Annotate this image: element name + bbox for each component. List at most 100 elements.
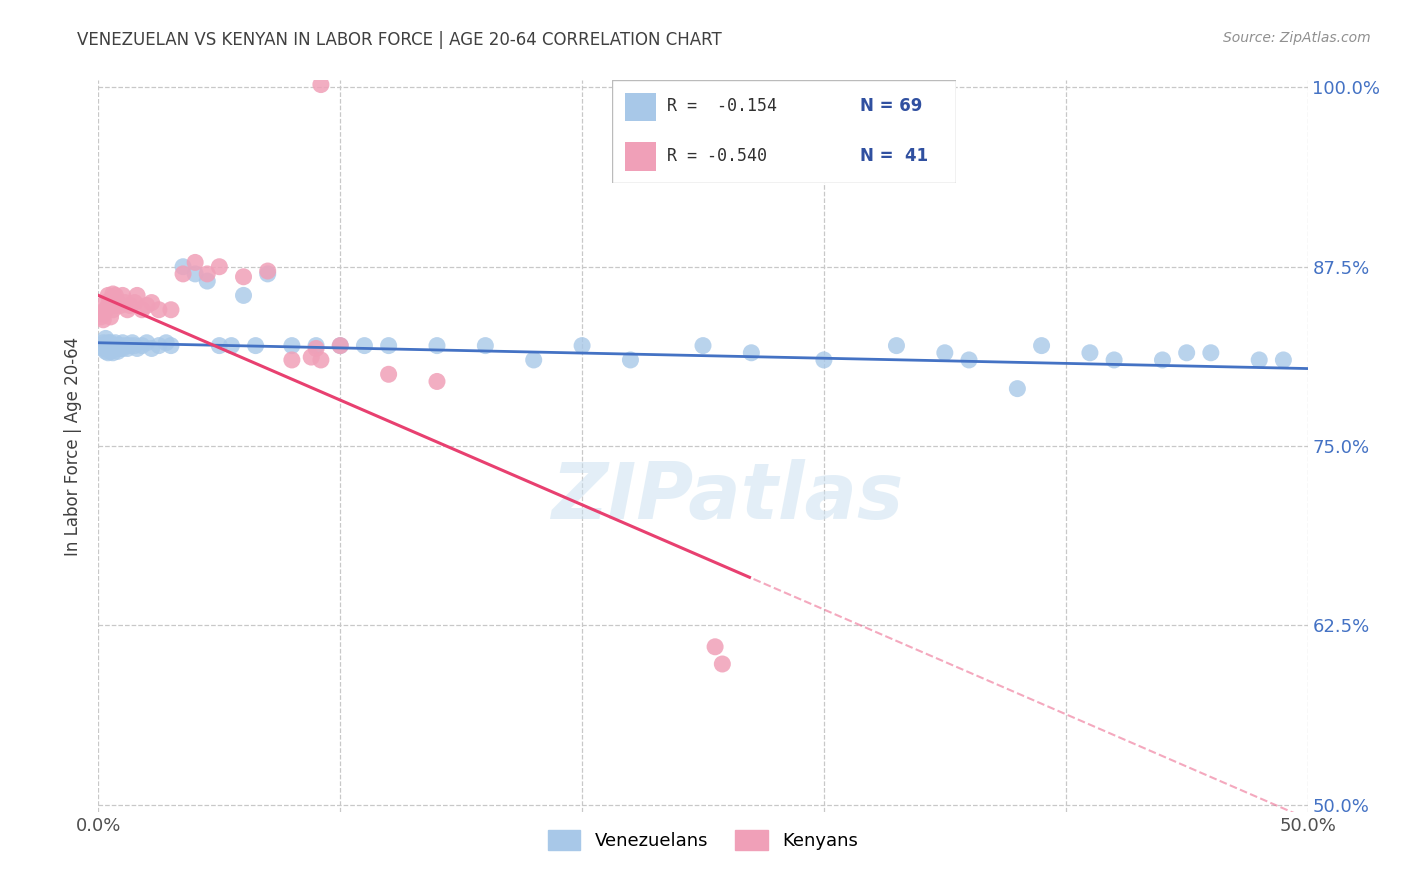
Text: N =  41: N = 41 — [859, 146, 928, 165]
Point — [1272, 353, 1295, 368]
Point — [94, 302, 117, 317]
Point — [155, 335, 177, 350]
Point — [114, 338, 136, 352]
Point — [1031, 338, 1053, 352]
Point — [97, 335, 120, 350]
Point — [111, 288, 134, 302]
Point — [118, 298, 141, 312]
Point — [104, 288, 127, 302]
Point — [108, 298, 131, 312]
Point — [329, 338, 352, 352]
Point — [100, 293, 122, 307]
Point — [90, 310, 112, 324]
Point — [91, 342, 114, 356]
Point — [118, 338, 141, 352]
Point — [135, 298, 157, 312]
Point — [195, 267, 218, 281]
Bar — [626, 93, 657, 121]
Point — [111, 342, 134, 356]
Point — [474, 338, 496, 352]
Point — [111, 335, 134, 350]
Point — [101, 345, 124, 359]
Point — [148, 338, 170, 352]
Point — [426, 375, 449, 389]
Text: N = 69: N = 69 — [859, 97, 922, 115]
Point — [305, 342, 328, 356]
Point — [121, 335, 143, 350]
Y-axis label: In Labor Force | Age 20-64: In Labor Force | Age 20-64 — [65, 336, 83, 556]
Point — [256, 264, 278, 278]
Point — [94, 344, 117, 359]
Point — [1199, 345, 1222, 359]
Point — [107, 338, 129, 352]
Point — [281, 338, 304, 352]
Point — [1102, 353, 1125, 368]
Point — [377, 368, 399, 382]
Point — [101, 338, 124, 352]
Point — [934, 345, 956, 359]
Point — [91, 335, 114, 350]
Point — [704, 640, 727, 654]
Point — [160, 302, 183, 317]
Point — [127, 288, 149, 302]
Point — [135, 335, 157, 350]
Point — [281, 353, 304, 368]
Point — [571, 338, 593, 352]
Point — [94, 338, 117, 352]
Point — [256, 267, 278, 281]
Text: R = -0.540: R = -0.540 — [666, 146, 766, 165]
Point — [108, 342, 131, 356]
Point — [100, 342, 122, 356]
Point — [208, 260, 231, 274]
Point — [107, 344, 129, 359]
Point — [426, 338, 449, 352]
Point — [101, 302, 124, 317]
Point — [97, 288, 120, 302]
Point — [245, 338, 267, 352]
Point — [100, 338, 122, 352]
Point — [195, 274, 218, 288]
FancyBboxPatch shape — [612, 80, 956, 183]
Point — [100, 335, 122, 350]
Point — [94, 295, 117, 310]
Point — [101, 338, 124, 352]
Point — [1249, 353, 1271, 368]
Point — [90, 338, 112, 352]
Point — [101, 287, 124, 301]
Point — [305, 338, 328, 352]
Point — [97, 345, 120, 359]
Point — [97, 298, 120, 312]
Point — [299, 350, 322, 364]
Point — [100, 310, 122, 324]
Point — [184, 267, 207, 281]
Point — [619, 353, 641, 368]
Point — [91, 313, 114, 327]
Point — [208, 338, 231, 352]
Point — [692, 338, 714, 352]
Point — [94, 331, 117, 345]
Point — [711, 657, 734, 671]
Point — [141, 342, 163, 356]
Point — [148, 302, 170, 317]
Point — [97, 342, 120, 356]
Point — [1175, 345, 1198, 359]
Point — [108, 338, 131, 352]
Point — [309, 353, 332, 368]
Point — [1078, 345, 1101, 359]
Point — [141, 295, 163, 310]
Text: R =  -0.154: R = -0.154 — [666, 97, 776, 115]
Point — [172, 267, 194, 281]
Point — [813, 353, 835, 368]
Point — [104, 298, 127, 312]
Point — [124, 338, 146, 352]
Point — [117, 302, 139, 317]
Point — [232, 288, 254, 302]
Point — [131, 338, 153, 352]
Point — [100, 344, 122, 359]
Point — [523, 353, 546, 368]
Point — [329, 338, 352, 352]
Point — [172, 260, 194, 274]
Legend: Venezuelans, Kenyans: Venezuelans, Kenyans — [540, 823, 866, 857]
Point — [131, 302, 153, 317]
Point — [184, 255, 207, 269]
